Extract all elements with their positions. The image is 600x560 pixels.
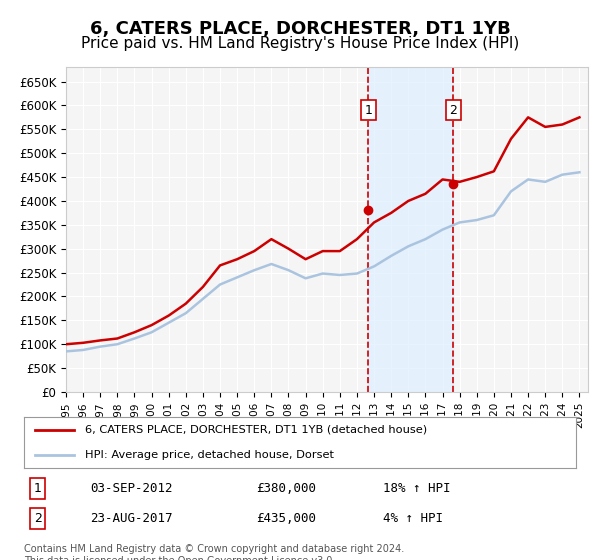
- Text: Price paid vs. HM Land Registry's House Price Index (HPI): Price paid vs. HM Land Registry's House …: [81, 36, 519, 52]
- Text: 03-SEP-2012: 03-SEP-2012: [90, 482, 173, 495]
- Text: £380,000: £380,000: [256, 482, 316, 495]
- Text: 2: 2: [449, 104, 457, 116]
- Text: 1: 1: [34, 482, 42, 495]
- Text: 4% ↑ HPI: 4% ↑ HPI: [383, 512, 443, 525]
- Text: 18% ↑ HPI: 18% ↑ HPI: [383, 482, 450, 495]
- Text: 1: 1: [364, 104, 373, 116]
- Bar: [368, 67, 454, 392]
- Text: 6, CATERS PLACE, DORCHESTER, DT1 1YB: 6, CATERS PLACE, DORCHESTER, DT1 1YB: [89, 20, 511, 38]
- Text: 6, CATERS PLACE, DORCHESTER, DT1 1YB (detached house): 6, CATERS PLACE, DORCHESTER, DT1 1YB (de…: [85, 425, 427, 435]
- Text: £435,000: £435,000: [256, 512, 316, 525]
- Text: HPI: Average price, detached house, Dorset: HPI: Average price, detached house, Dors…: [85, 450, 334, 460]
- Text: Contains HM Land Registry data © Crown copyright and database right 2024.
This d: Contains HM Land Registry data © Crown c…: [24, 544, 404, 560]
- Text: 2: 2: [34, 512, 42, 525]
- Text: 23-AUG-2017: 23-AUG-2017: [90, 512, 173, 525]
